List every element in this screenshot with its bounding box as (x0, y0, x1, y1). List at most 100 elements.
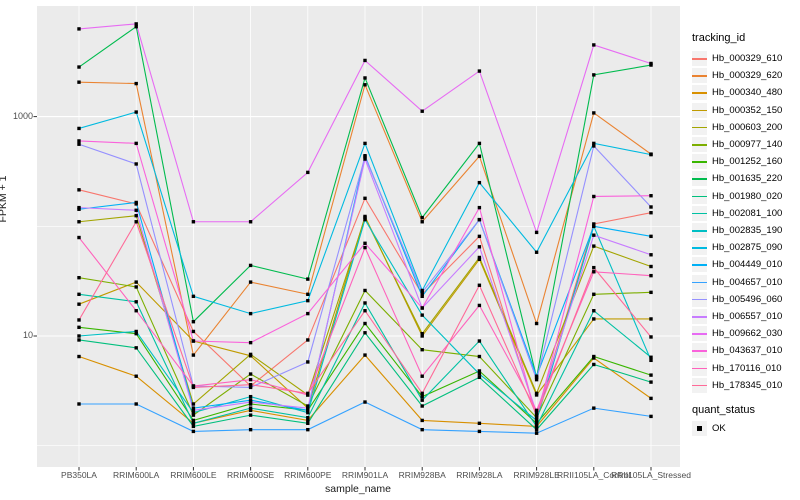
data-point (248, 372, 253, 376)
data-point (191, 385, 196, 390)
data-point (592, 144, 596, 148)
legend-item-Hb_002875_090: Hb_002875_090 (692, 239, 782, 256)
data-point (191, 418, 196, 423)
legend-item-Hb_009662_030: Hb_009662_030 (692, 325, 782, 342)
data-point (477, 205, 482, 210)
data-point (649, 264, 653, 269)
data-point (77, 318, 81, 322)
data-point (649, 194, 653, 198)
data-point (477, 255, 482, 260)
legend-key-swatch (692, 343, 707, 359)
data-point (134, 81, 138, 86)
legend-key-line (692, 178, 707, 180)
data-point (77, 65, 81, 69)
x-tick-label: PB350LA (61, 470, 97, 480)
data-point (363, 157, 367, 161)
data-point (649, 373, 653, 377)
legend-item-Hb_000340_480: Hb_000340_480 (692, 84, 782, 101)
legend-key-point (697, 426, 702, 431)
data-point (534, 413, 539, 417)
data-point (363, 288, 367, 293)
data-point (306, 410, 310, 415)
data-point (534, 408, 539, 413)
data-point (134, 110, 138, 114)
data-point (477, 141, 482, 146)
legend-item-label: Hb_002081_100 (712, 207, 783, 219)
legend-item-label: Hb_006557_010 (712, 311, 783, 322)
legend-key-swatch (692, 257, 707, 273)
data-point (248, 352, 253, 357)
data-point (134, 374, 138, 378)
data-point (534, 427, 539, 432)
legend-key-swatch (692, 377, 707, 393)
data-point (363, 215, 367, 220)
legend-key-line (692, 126, 707, 129)
data-point (77, 142, 81, 146)
data-point (363, 241, 367, 245)
data-point (534, 424, 539, 429)
data-point (534, 431, 539, 435)
data-point (248, 377, 253, 382)
data-point (77, 402, 81, 406)
y-axis-title: FPKM + 1 (0, 176, 9, 223)
data-point (77, 27, 81, 31)
data-point (592, 222, 596, 226)
data-point (420, 418, 424, 423)
legend-item-Hb_001252_160: Hb_001252_160 (692, 153, 782, 170)
data-point (191, 413, 196, 417)
data-point (592, 406, 596, 410)
data-point (306, 391, 310, 396)
data-point (534, 421, 539, 426)
legend-key-swatch (692, 274, 707, 290)
data-point (592, 233, 596, 237)
data-point (191, 339, 196, 343)
data-point (592, 111, 596, 115)
legend-item-label: Hb_004657_010 (712, 276, 783, 288)
legend-item-label: Hb_000352_150 (712, 104, 783, 116)
data-point (363, 353, 367, 357)
data-point (363, 331, 367, 335)
data-point (134, 402, 138, 406)
data-point (649, 358, 653, 363)
data-point (363, 217, 367, 222)
legend-key-line (692, 230, 707, 232)
legend-item-Hb_000352_150: Hb_000352_150 (692, 102, 782, 119)
data-point (77, 334, 81, 338)
data-point (363, 76, 367, 80)
legend-key-line (692, 212, 707, 215)
legend-item-label: Hb_001635_220 (712, 173, 783, 185)
data-point (77, 220, 81, 224)
data-point (592, 317, 596, 321)
x-tick-label: RRIM600LA (113, 470, 160, 480)
legend-item-label: Hb_004449_010 (712, 259, 783, 271)
data-point (191, 353, 196, 357)
data-point (363, 321, 367, 326)
data-point (649, 205, 653, 209)
data-point (592, 265, 596, 270)
data-point (592, 43, 596, 47)
data-point (134, 309, 138, 313)
y-tick-label: 1000 (12, 110, 33, 121)
data-point (420, 313, 424, 317)
data-point (534, 410, 539, 415)
data-point (134, 280, 138, 284)
legend-key-line (692, 316, 707, 318)
data-point (592, 244, 596, 248)
data-point (420, 404, 424, 408)
x-tick-label: RRII105LA_Control (556, 470, 631, 480)
data-point (420, 288, 424, 293)
legend-key-line (692, 144, 707, 146)
data-point (191, 406, 196, 410)
data-point (306, 170, 310, 175)
x-tick-label: RRIM901LA (341, 470, 389, 480)
data-point (363, 83, 367, 87)
x-tick-label: RRIM600PE (284, 470, 332, 480)
data-point (477, 369, 482, 373)
legend-key-swatch (692, 188, 707, 204)
data-point (649, 234, 653, 239)
data-point (420, 331, 424, 336)
data-point (363, 196, 367, 200)
data-point (134, 329, 138, 334)
data-point (649, 335, 653, 339)
data-point (477, 354, 482, 359)
